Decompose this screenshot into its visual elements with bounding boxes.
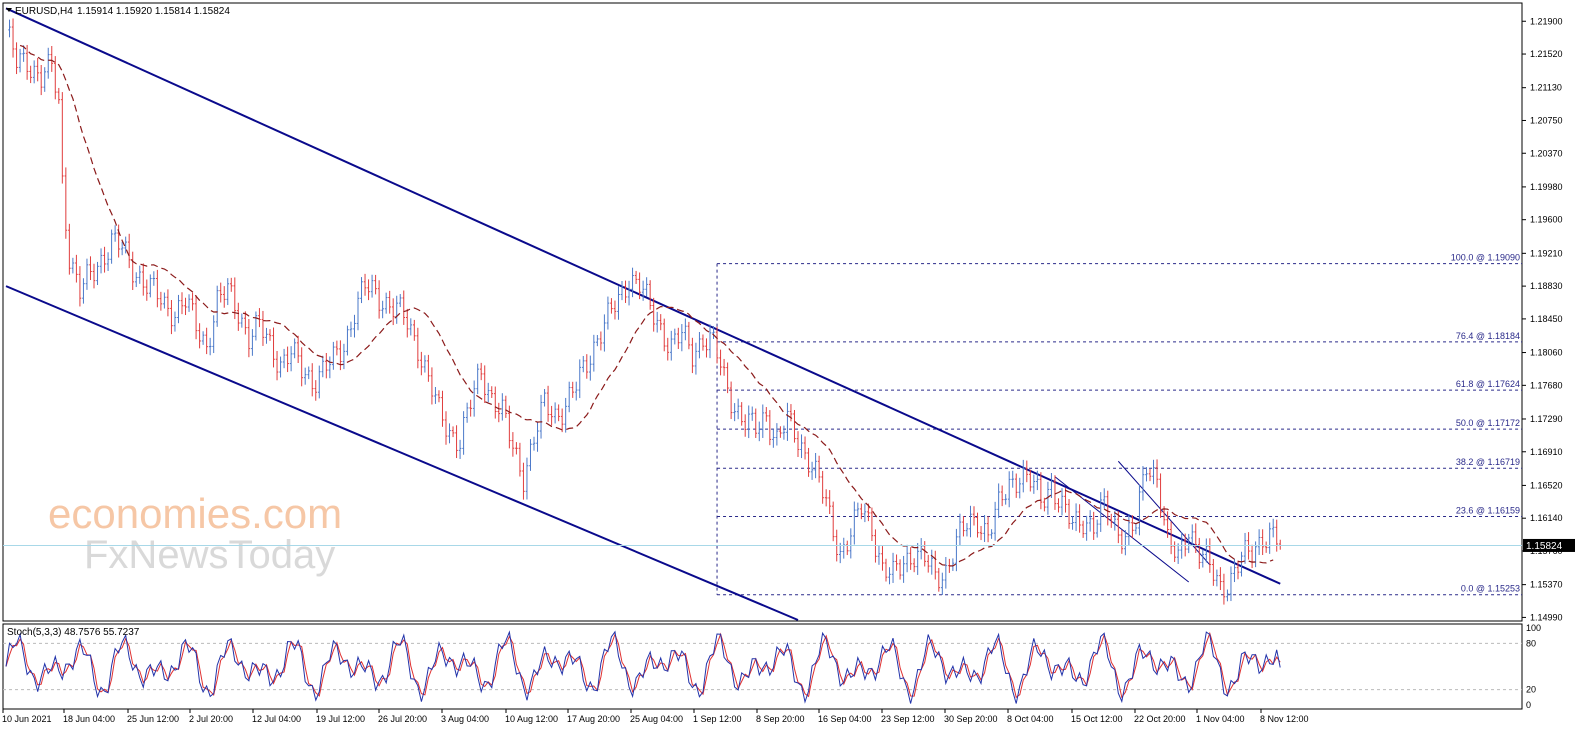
time-tick-label: 25 Jun 12:00 bbox=[127, 714, 179, 724]
time-tick-label: 1 Sep 12:00 bbox=[693, 714, 742, 724]
time-tick-label: 2 Jul 20:00 bbox=[189, 714, 233, 724]
stoch-tick-label: 80 bbox=[1526, 638, 1536, 648]
time-tick-label: 25 Aug 04:00 bbox=[630, 714, 683, 724]
fib-level-label: 23.6 @ 1.16159 bbox=[1456, 506, 1520, 516]
fib-level-label: 100.0 @ 1.19090 bbox=[1451, 253, 1520, 263]
fib-level-label: 76.4 @ 1.18184 bbox=[1456, 331, 1520, 341]
time-tick-label: 16 Sep 04:00 bbox=[818, 714, 872, 724]
fib-level-label: 38.2 @ 1.16719 bbox=[1456, 457, 1520, 467]
candles-layer bbox=[8, 18, 1282, 605]
stoch-label: Stoch(5,3,3) 48.7576 55.7237 bbox=[7, 627, 140, 638]
watermark-economies: economies.com bbox=[48, 490, 342, 537]
price-tick-label: 1.17290 bbox=[1530, 414, 1563, 424]
ohlc-readout: 1.15914 1.15920 1.15814 1.15824 bbox=[77, 6, 230, 17]
time-tick-label: 3 Aug 04:00 bbox=[441, 714, 489, 724]
time-tick-label: 22 Oct 20:00 bbox=[1134, 714, 1186, 724]
symbol-label: EURUSD,H4 bbox=[15, 6, 73, 17]
price-tick-label: 1.18830 bbox=[1530, 281, 1563, 291]
fib-level-label: 61.8 @ 1.17624 bbox=[1456, 379, 1520, 389]
time-tick-label: 30 Sep 20:00 bbox=[944, 714, 998, 724]
price-tick-label: 1.16910 bbox=[1530, 447, 1563, 457]
time-axis: 10 Jun 2021 18 Jun 04:00 25 Jun 12:00 2 Jul… bbox=[2, 709, 1309, 724]
time-tick-label: 8 Sep 20:00 bbox=[756, 714, 805, 724]
time-tick-label: 8 Oct 04:00 bbox=[1007, 714, 1054, 724]
time-tick-label: 10 Jun 2021 bbox=[2, 714, 52, 724]
time-tick-label: 12 Jul 04:00 bbox=[252, 714, 301, 724]
symbol-dropdown-icon[interactable] bbox=[6, 8, 12, 12]
price-tick-label: 1.14990 bbox=[1530, 612, 1563, 622]
trendline-lower-channel[interactable] bbox=[5, 285, 799, 621]
time-tick-label: 10 Aug 12:00 bbox=[505, 714, 558, 724]
price-tick-label: 1.15370 bbox=[1530, 580, 1563, 590]
price-tick-label: 1.21130 bbox=[1530, 83, 1562, 93]
current-price-tag bbox=[1523, 538, 1575, 552]
time-tick-label: 1 Nov 04:00 bbox=[1196, 714, 1245, 724]
time-tick-label: 23 Sep 12:00 bbox=[881, 714, 935, 724]
time-tick-label: 26 Jul 20:00 bbox=[378, 714, 427, 724]
price-tick-label: 1.20370 bbox=[1530, 148, 1563, 158]
price-tick-label: 1.21900 bbox=[1530, 16, 1563, 26]
stochastic-layer: 100 80 20 0 bbox=[3, 623, 1541, 710]
current-price-label: 1.15824 bbox=[1526, 541, 1563, 552]
price-tick-label: 1.16520 bbox=[1530, 480, 1563, 490]
time-tick-label: 19 Jul 12:00 bbox=[316, 714, 365, 724]
price-tick-label: 1.16140 bbox=[1530, 513, 1563, 523]
stoch-tick-label: 20 bbox=[1526, 685, 1536, 695]
time-tick-label: 8 Nov 12:00 bbox=[1260, 714, 1309, 724]
time-tick-label: 17 Aug 20:00 bbox=[567, 714, 620, 724]
price-tick-label: 1.19210 bbox=[1530, 248, 1563, 258]
stoch-tick-label: 0 bbox=[1526, 700, 1531, 710]
stoch-tick-label: 100 bbox=[1526, 623, 1541, 633]
price-tick-label: 1.19980 bbox=[1530, 182, 1563, 192]
price-tick-label: 1.20750 bbox=[1530, 115, 1563, 125]
watermark-fxnewstoday: FxNewsToday bbox=[84, 533, 335, 577]
fib-level-label: 0.0 @ 1.15253 bbox=[1461, 584, 1520, 594]
price-tick-label: 1.18450 bbox=[1530, 314, 1563, 324]
time-tick-label: 15 Oct 12:00 bbox=[1071, 714, 1123, 724]
price-tick-label: 1.18060 bbox=[1530, 348, 1563, 358]
price-axis: 1.21900 1.21520 1.21130 1.20750 1.20370 1.199… bbox=[1522, 16, 1563, 622]
price-tick-label: 1.21520 bbox=[1530, 49, 1563, 59]
price-tick-label: 1.17680 bbox=[1530, 380, 1563, 390]
price-tick-label: 1.19600 bbox=[1530, 215, 1563, 225]
fib-level-label: 50.0 @ 1.17172 bbox=[1456, 418, 1520, 428]
time-tick-label: 18 Jun 04:00 bbox=[63, 714, 115, 724]
stoch-main-line bbox=[5, 630, 1281, 704]
stoch-frame bbox=[2, 623, 1523, 710]
